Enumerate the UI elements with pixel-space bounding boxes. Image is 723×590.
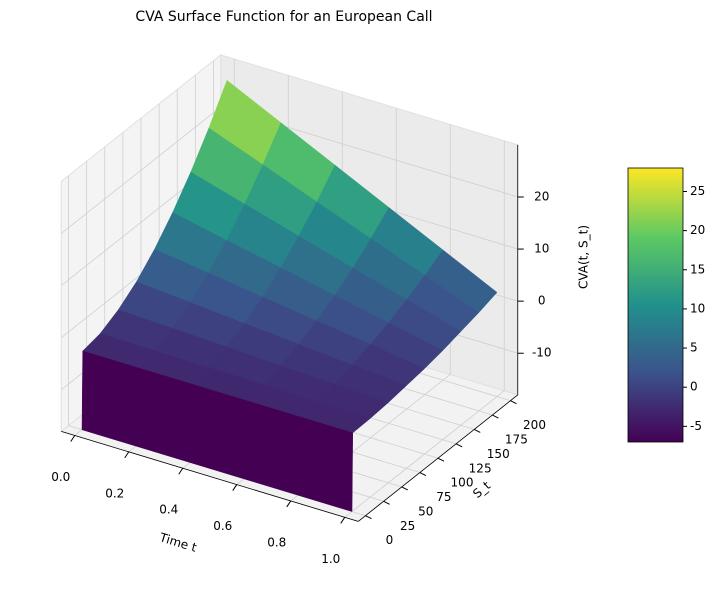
z-tick-label: 10 <box>534 242 549 256</box>
chart-title: CVA Surface Function for an European Cal… <box>135 9 432 25</box>
x-tick <box>232 484 238 491</box>
y-tick <box>455 443 463 448</box>
y-tick-label: 0 <box>386 533 394 547</box>
x-tick <box>340 517 346 524</box>
y-tick <box>383 500 390 505</box>
x-tick-label: 0.0 <box>51 470 70 484</box>
y-tick-label: 50 <box>418 504 433 518</box>
x-axis-title: Time t <box>157 530 199 555</box>
surface-patch <box>81 350 137 447</box>
colorbar <box>627 167 684 443</box>
surface-patch <box>189 383 245 480</box>
y-tick <box>474 428 481 433</box>
x-tick-label: 0.4 <box>159 503 178 517</box>
y-tick <box>419 472 427 476</box>
z-tick-label: 0 <box>538 294 546 308</box>
axis-line <box>61 431 359 522</box>
y-tick <box>437 457 445 462</box>
z-tick-label: 20 <box>534 189 549 203</box>
x-tick-label: 0.8 <box>267 535 286 549</box>
y-tick <box>401 486 408 491</box>
y-tick-label: 125 <box>469 461 492 475</box>
z-axis-title: CVA(t, S_t) <box>577 225 591 289</box>
colorbar-tick-label: 25 <box>690 184 705 198</box>
y-tick-label: 25 <box>400 519 415 533</box>
y-tick-label: 75 <box>436 490 451 504</box>
surface-patch <box>297 416 353 512</box>
x-tick <box>124 451 130 459</box>
y-tick <box>510 400 517 405</box>
y-tick-label: 200 <box>523 418 546 432</box>
colorbar-tick-label: 15 <box>690 262 705 276</box>
surface-patch <box>243 399 299 496</box>
y-tick-label: 175 <box>505 433 528 447</box>
y-axis-title: S_t <box>470 478 493 501</box>
colorbar-tick-label: -5 <box>690 419 702 433</box>
y-tick <box>365 515 372 520</box>
colorbar-tick-label: 10 <box>690 301 705 315</box>
x-tick <box>70 435 76 442</box>
colorbar-tick-label: 5 <box>690 341 698 355</box>
surface <box>81 79 498 512</box>
surface-patch <box>135 367 191 463</box>
x-tick <box>178 467 184 475</box>
z-tick-label: -10 <box>532 346 552 360</box>
x-tick <box>286 500 292 508</box>
y-tick-label: 100 <box>451 476 474 490</box>
x-tick-label: 0.2 <box>105 486 124 500</box>
x-tick-label: 1.0 <box>321 552 340 566</box>
y-tick <box>492 414 499 419</box>
colorbar-tick-label: 20 <box>690 223 705 237</box>
colorbar-tick-label: 0 <box>690 380 698 394</box>
y-tick-label: 150 <box>487 447 510 461</box>
grid-line <box>61 106 221 234</box>
x-tick-label: 0.6 <box>213 519 232 533</box>
